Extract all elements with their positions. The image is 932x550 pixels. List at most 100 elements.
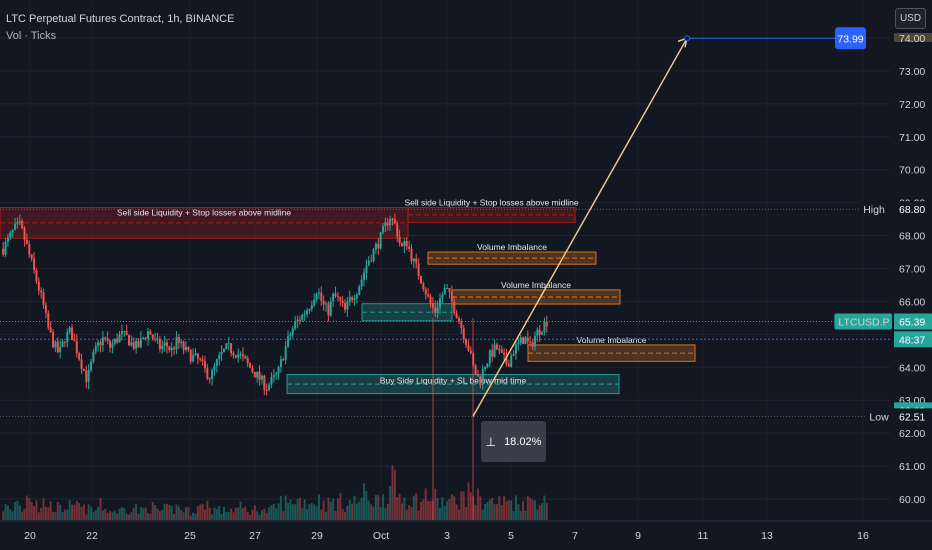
candle-body <box>199 358 202 360</box>
volume-bar <box>14 501 17 520</box>
volume-bar <box>507 500 510 520</box>
volume-bar <box>90 506 93 520</box>
candle-body <box>512 353 515 356</box>
volume-bar <box>308 504 311 520</box>
candle-body <box>246 358 249 364</box>
volume-bar <box>225 511 228 520</box>
candle-body <box>474 365 477 375</box>
candle-body <box>97 342 100 347</box>
candle-body <box>377 244 380 249</box>
candle-body <box>503 352 506 355</box>
candle-body <box>139 338 142 348</box>
candle-body <box>192 354 195 362</box>
time-tick-label: Oct <box>373 530 389 542</box>
volume-bar <box>170 506 173 520</box>
candle-body <box>137 340 140 348</box>
time-tick-label: 11 <box>698 530 709 542</box>
candle-body <box>130 342 133 346</box>
candle-body <box>524 337 527 345</box>
candle-body <box>505 354 508 364</box>
volume-bar <box>505 501 508 520</box>
candle-body <box>113 338 116 344</box>
volume-bar <box>467 482 470 520</box>
candle-body <box>173 347 176 350</box>
candle-body <box>263 375 266 390</box>
candle-body <box>329 301 332 316</box>
volume-bar <box>187 507 190 520</box>
price-tag-box <box>894 313 932 330</box>
candle-body <box>225 343 228 349</box>
volume-bar <box>448 498 451 520</box>
volume-bar <box>424 488 427 520</box>
volume-bar <box>234 507 237 520</box>
volume-bar <box>462 491 465 520</box>
volume-bar <box>536 509 539 520</box>
volume-bar <box>391 465 394 520</box>
candle-body <box>396 223 399 237</box>
candle-body <box>149 331 152 335</box>
candle-body <box>291 328 294 335</box>
volume-bar <box>156 508 159 520</box>
volume-bar <box>35 500 38 520</box>
volume-bar <box>441 497 444 520</box>
volume-bar <box>481 509 484 520</box>
projection-line[interactable] <box>472 37 688 417</box>
volume-bar <box>63 509 66 520</box>
candle-body <box>374 244 377 250</box>
candle-body <box>424 288 427 295</box>
volume-bar <box>168 504 171 520</box>
candle-body <box>163 342 166 346</box>
volume-bar <box>358 501 361 520</box>
price-tick-label: 62.00 <box>899 428 925 440</box>
chart-title: LTC Perpetual Futures Contract, 1h, BINA… <box>6 13 235 25</box>
volume-bar <box>313 504 316 520</box>
volume-bar <box>59 504 62 520</box>
candle-body <box>161 345 164 349</box>
price-tick-label: 73.00 <box>899 66 925 78</box>
time-tick-label: 3 <box>444 530 450 542</box>
volume-bar <box>184 507 187 520</box>
volume-bar <box>500 505 503 520</box>
volume-bar <box>194 513 197 520</box>
candle-body <box>78 353 81 360</box>
candle-body <box>403 240 406 246</box>
candle-body <box>21 221 24 229</box>
volume-bar <box>503 495 506 520</box>
volume-bar <box>61 512 64 520</box>
volume-bar <box>206 500 209 520</box>
volume-bar <box>495 503 498 520</box>
candle-body <box>317 292 320 294</box>
candle-body <box>59 346 62 353</box>
volume-bar <box>104 508 107 520</box>
volume-bar <box>161 509 164 520</box>
candle-body <box>184 346 187 350</box>
volume-bar <box>165 503 168 520</box>
candle-body <box>239 354 242 356</box>
time-tick-label: 13 <box>761 530 773 542</box>
volume-bar <box>348 499 351 520</box>
candle-body <box>279 359 282 367</box>
candle-body <box>125 331 128 336</box>
currency-button[interactable]: USD <box>895 8 926 29</box>
volume-bar <box>377 494 380 520</box>
candle-body <box>154 338 157 340</box>
volume-bar <box>256 511 259 520</box>
price-tick-label: 61.00 <box>899 461 925 473</box>
volume-bar <box>28 498 31 520</box>
projection-arrow: 73.99 <box>472 27 866 417</box>
volume-bar <box>522 500 525 520</box>
candle-body <box>128 335 131 346</box>
volume-bar <box>125 513 128 520</box>
volume-bar <box>315 506 318 520</box>
volume-bar <box>538 505 541 520</box>
price-tag-name-box <box>865 408 892 425</box>
volume-bar <box>199 504 202 520</box>
candle-body <box>332 293 335 302</box>
candle-body <box>346 301 349 310</box>
volume-bar <box>78 502 81 520</box>
candle-body <box>479 376 482 383</box>
volume-bar <box>111 512 114 520</box>
candle-body <box>298 319 301 321</box>
volume-bar <box>429 500 432 520</box>
